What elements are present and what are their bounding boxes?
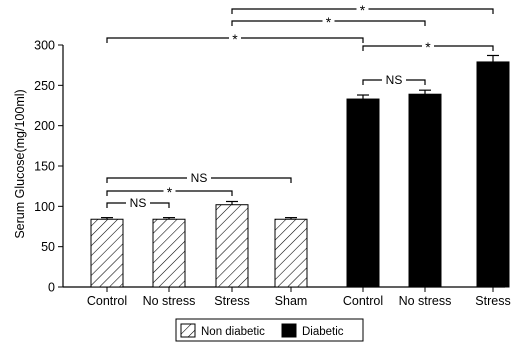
x-tick-label: No stress	[143, 294, 196, 308]
x-tick-label: Control	[343, 294, 383, 308]
y-tick-label: 200	[34, 119, 55, 133]
significance-bracket	[362, 45, 494, 51]
x-tick-label: Control	[87, 294, 127, 308]
significance-bracket	[106, 202, 170, 208]
y-tick-label: 150	[34, 160, 55, 174]
axes: 0 50 100 150 200 250 300	[34, 39, 505, 295]
legend-label: Diabetic	[302, 326, 344, 338]
significance-label: *	[167, 184, 173, 200]
legend-swatch	[281, 323, 297, 338]
bar	[215, 204, 249, 288]
significance-bracket	[106, 177, 292, 183]
x-tick-label: Stress	[214, 294, 249, 308]
legend: Non diabetic Diabetic	[175, 318, 364, 342]
y-tick-label: 50	[41, 240, 55, 254]
bar	[274, 218, 308, 288]
bar	[476, 61, 510, 288]
significance-label: *	[360, 2, 366, 18]
legend-swatch	[180, 323, 196, 338]
significance-label: *	[326, 14, 332, 30]
y-tick-label: 100	[34, 200, 55, 214]
y-axis-label: Serum Glucose(mg/100ml)	[13, 89, 27, 238]
bar	[408, 93, 442, 288]
significance-label: NS	[386, 73, 403, 87]
x-tick-label: Sham	[275, 294, 308, 308]
y-tick-label: 0	[48, 281, 55, 295]
y-tick-label: 250	[34, 79, 55, 93]
significance-bracket	[231, 8, 494, 14]
x-tick-label: Stress	[475, 294, 510, 308]
significance-bracket	[106, 190, 233, 196]
significance-bracket	[106, 37, 364, 43]
legend-label: Non diabetic	[201, 326, 265, 338]
y-tick-label: 300	[34, 39, 55, 53]
x-tick-label: No stress	[399, 294, 452, 308]
significance-label: NS	[191, 171, 208, 185]
significance-label: *	[232, 31, 238, 47]
legend-box	[175, 318, 364, 342]
significance-label: *	[425, 39, 431, 55]
bar	[346, 98, 380, 288]
significance-brackets: NS * NS NS * * * *	[106, 2, 494, 210]
significance-bracket	[231, 20, 426, 26]
significance-bracket	[362, 79, 426, 85]
bar	[90, 218, 124, 288]
significance-label: NS	[130, 196, 147, 210]
bar	[152, 218, 186, 288]
bars: Control No stress Stress Sham Control No stre…	[87, 54, 511, 308]
